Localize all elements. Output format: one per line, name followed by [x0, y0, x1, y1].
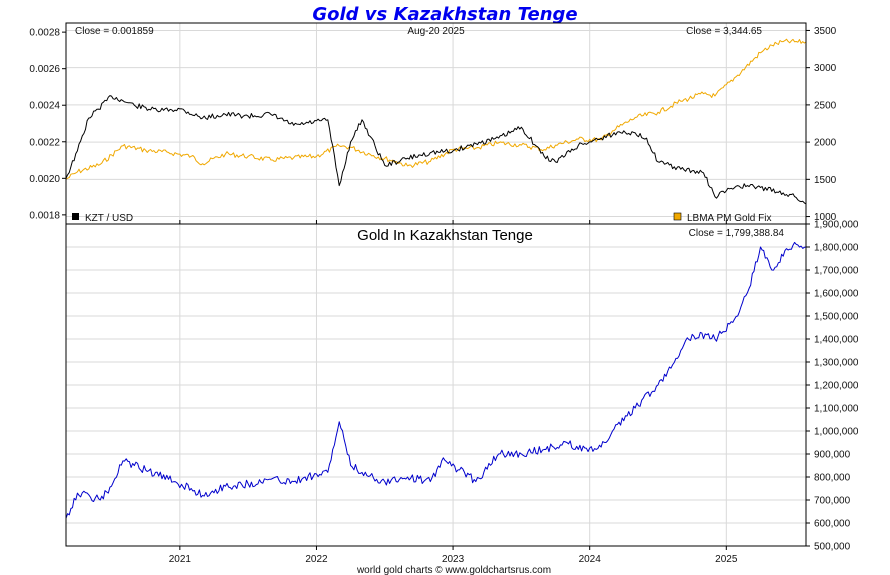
x-tick-label: 2022: [305, 554, 328, 565]
right-tick-label: 1500: [814, 175, 837, 186]
right-tick-label: 1,400,000: [814, 335, 859, 346]
right-tick-label: 1,000,000: [814, 427, 859, 438]
right-tick-label: 1,600,000: [814, 289, 859, 300]
left-tick-label: 0.0024: [29, 101, 60, 112]
lower-panel-title: Gold In Kazakhstan Tenge: [357, 227, 533, 244]
right-tick-label: 2500: [814, 100, 837, 111]
kzt-close-label: Close = 0.001859: [75, 26, 154, 37]
right-tick-label: 500,000: [814, 542, 851, 553]
right-tick-label: 700,000: [814, 496, 851, 507]
right-tick-label: 1,800,000: [814, 243, 859, 254]
right-tick-label: 1,200,000: [814, 381, 859, 392]
plot-frame: [65, 22, 807, 547]
kzt-legend-label: KZT / USD: [85, 213, 133, 224]
gold-legend-label: LBMA PM Gold Fix: [687, 213, 771, 224]
left-tick-label: 0.0026: [29, 64, 60, 75]
left-tick-label: 0.0022: [29, 137, 60, 148]
right-tick-label: 1000: [814, 212, 837, 223]
x-tick-label: 2025: [715, 554, 738, 565]
right-tick-label: 3000: [814, 63, 837, 74]
gold-close-label: Close = 3,344.65: [686, 26, 762, 37]
axes: 2021 2022 2023 2024 2025 1000 1500 2000 2500 3000…: [29, 26, 859, 565]
left-tick-label: 0.0018: [29, 210, 60, 221]
right-tick-label: 1,900,000: [814, 220, 859, 231]
grid: [66, 23, 806, 547]
right-tick-label: 1,500,000: [814, 312, 859, 323]
left-tick-label: 0.0020: [29, 174, 60, 185]
gold-fix-line: [65, 38, 807, 180]
kzt-legend-swatch: [72, 213, 79, 220]
x-tick-label: 2024: [579, 554, 602, 565]
x-tick-label: 2021: [169, 554, 192, 565]
x-tick-label: 2023: [442, 554, 465, 565]
kzt-usd-line: [65, 59, 807, 205]
right-tick-label: 2000: [814, 138, 837, 149]
gold-in-tenge-line: [65, 241, 807, 519]
chart-title: Gold vs Kazakhstan Tenge: [312, 4, 577, 25]
right-tick-label: 600,000: [814, 519, 851, 530]
date-label: Aug-20 2025: [407, 26, 465, 37]
right-tick-label: 3500: [814, 26, 837, 37]
right-tick-label: 800,000: [814, 473, 851, 484]
series-layer: [65, 38, 807, 519]
footer-credit: world gold charts © www.goldchartsrus.co…: [356, 565, 551, 575]
tenge-close-label: Close = 1,799,388.84: [689, 228, 785, 239]
right-tick-label: 900,000: [814, 450, 851, 461]
right-tick-label: 1,700,000: [814, 266, 859, 277]
right-tick-label: 1,300,000: [814, 358, 859, 369]
left-tick-label: 0.0028: [29, 28, 60, 39]
gold-legend-swatch: [673, 212, 682, 221]
right-tick-label: 1,100,000: [814, 404, 859, 415]
